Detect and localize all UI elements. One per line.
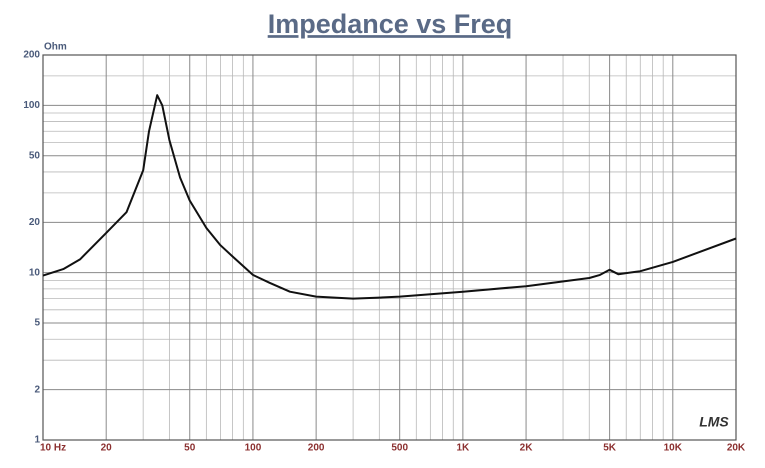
watermark: LMS bbox=[699, 414, 729, 430]
y-tick-label: 1 bbox=[34, 435, 40, 446]
y-tick-label: 5 bbox=[34, 318, 40, 329]
x-tick-label: 2K bbox=[520, 443, 534, 454]
y-tick-label: 50 bbox=[29, 150, 41, 161]
x-tick-label: 10 Hz bbox=[40, 443, 66, 454]
chart-title: Impedance vs Freq bbox=[268, 9, 513, 39]
x-tick-label: 20K bbox=[727, 443, 746, 454]
y-tick-label: 2 bbox=[34, 384, 40, 395]
y-axis-label: Ohm bbox=[44, 42, 67, 53]
x-tick-label: 10K bbox=[664, 443, 683, 454]
x-tick-label: 500 bbox=[391, 443, 408, 454]
y-tick-label: 10 bbox=[29, 267, 41, 278]
impedance-curve bbox=[42, 94, 737, 300]
x-tick-label: 1K bbox=[456, 443, 470, 454]
x-tick-label: 20 bbox=[101, 443, 113, 454]
plot-frame bbox=[42, 54, 737, 441]
x-tick-label: 50 bbox=[184, 443, 196, 454]
y-tick-label: 200 bbox=[23, 50, 40, 61]
x-tick-label: 5K bbox=[603, 443, 617, 454]
x-tick-label: 100 bbox=[245, 443, 262, 454]
x-tick-label: 200 bbox=[308, 443, 325, 454]
y-tick-label: 20 bbox=[29, 217, 41, 228]
y-tick-label: 100 bbox=[23, 100, 40, 111]
